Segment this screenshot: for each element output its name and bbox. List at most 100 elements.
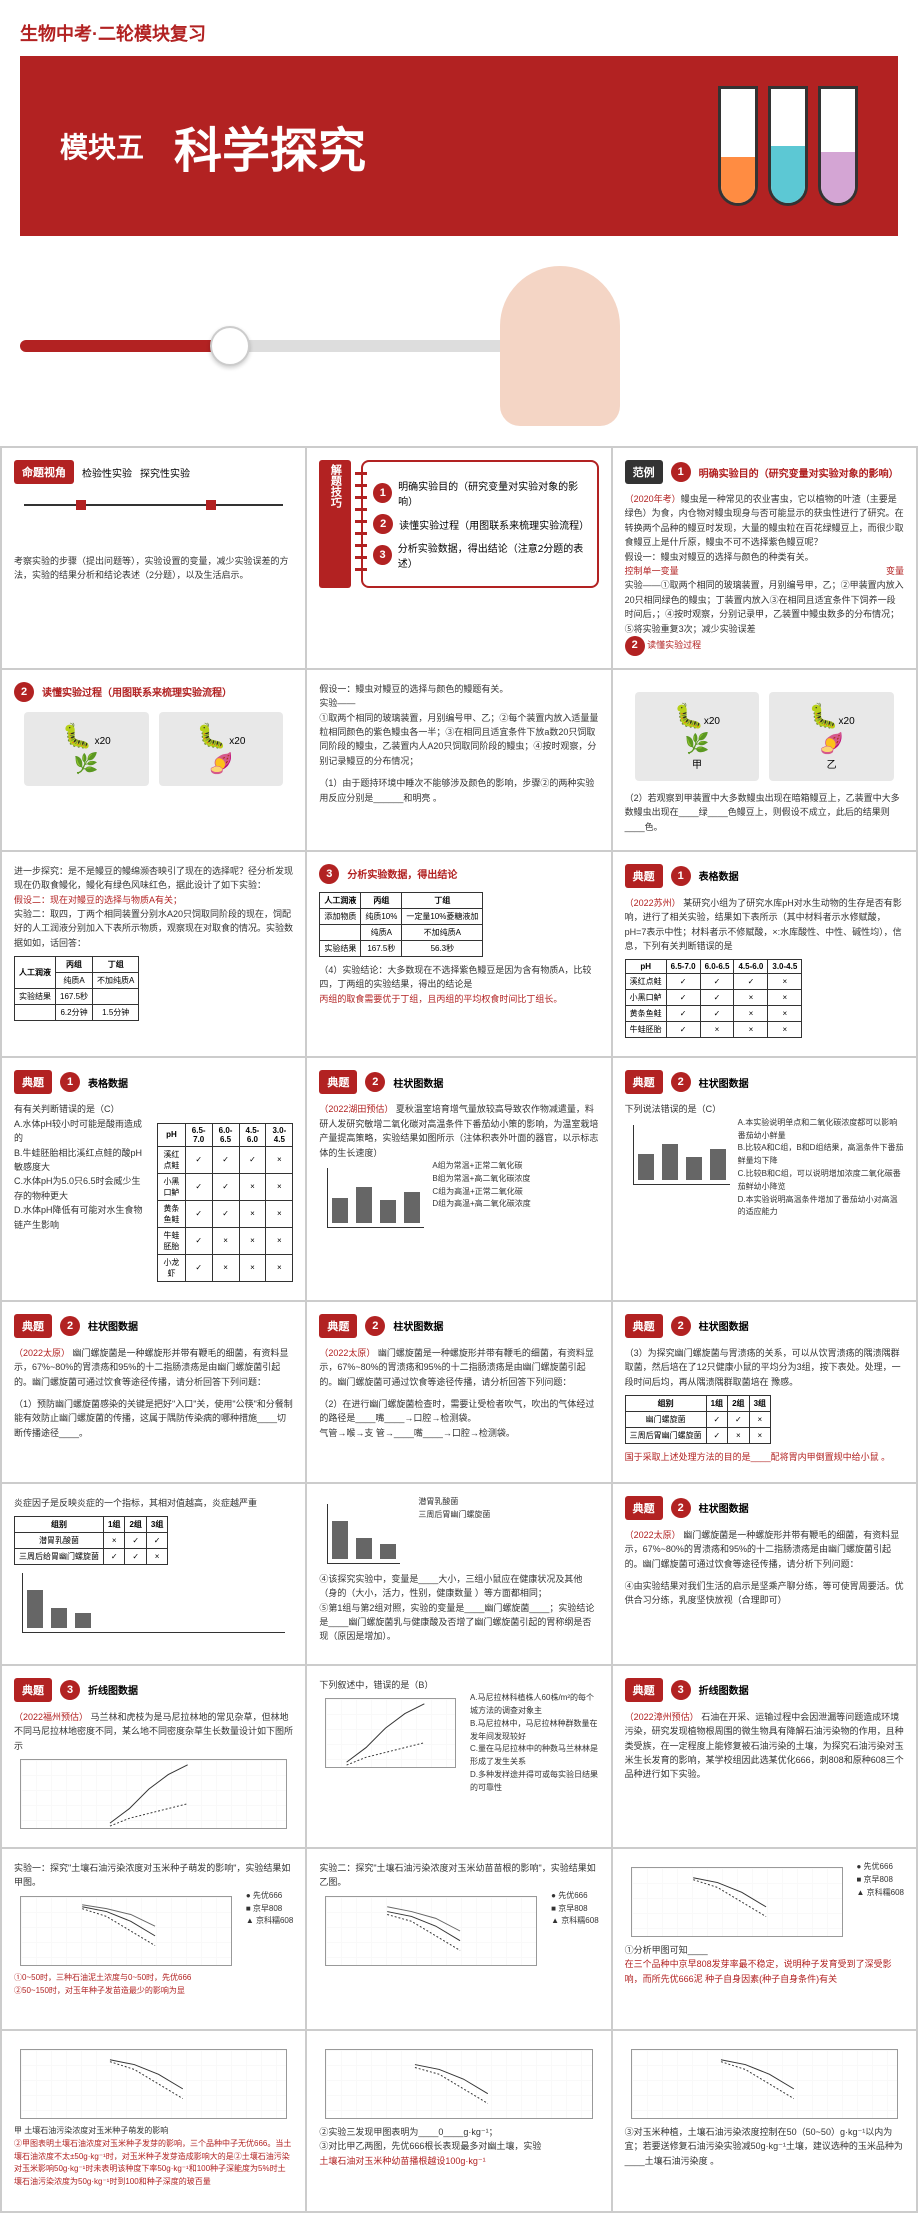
tag-tips: 解题技巧 (319, 460, 351, 588)
table1-q: 有有关判断错误的是（C） (14, 1102, 293, 1116)
module-label: 模块五 (60, 126, 144, 166)
bug-box-2: 🐛 x20 🍠 (159, 712, 284, 786)
step-1: 1明确实验目的（研究变量对实验对象的影响） (373, 478, 586, 508)
bug-containers-3: 🐛x20 🌿 甲 🐛x20 🍠 乙 (635, 692, 894, 781)
slides-grid: 命题视角 检验性实验 探究性实验 考察实验的步骤（提出问题等），实验设置的变量，… (0, 446, 918, 2213)
bug-count-2: x20 (229, 736, 245, 747)
tag-perspective: 命题视角 (14, 460, 74, 484)
type-label-2: 探究性实验 (140, 465, 190, 480)
analysis1-text: 进一步探究：是不是鳗豆的鳗绵濒杏映引了现在的选择呢？径分析发现现在仍取食鳗化，鳗… (14, 864, 293, 950)
heli3-table: 组别1组2组3组 幽门螺旋菌✓✓× 三周后胃幽门螺旋菌✓×× (625, 1395, 771, 1444)
hand-icon (500, 266, 620, 426)
bar-chart-1 (327, 1168, 424, 1228)
line-chart-2 (325, 1698, 456, 1768)
slide-bug-1: 2 读懂实验过程（用图联系来梳理实验流程） 🐛 x20 🌿 🐛 x20 🍠 (2, 670, 305, 850)
slide-tips: 解题技巧 1明确实验目的（研究变量对实验对象的影响） 2读懂实验过程（用图联系来… (307, 448, 610, 668)
corn3-legend: ● 先优666 ■ 京早808 ▲ 京科糯608 (857, 1861, 905, 1943)
title-bar: 模块五 科学探究 (20, 56, 898, 236)
slider-thumb (210, 326, 250, 366)
final2-content: ②实验三发现甲图表明为____0____g·kg⁻¹； ③对比甲乙两图，先优66… (319, 2125, 598, 2168)
slide-example: 范例 1 明确实验目的（研究变量对实验对象的影响） （2020年考）鳗虫是一种常… (613, 448, 916, 668)
analysis2-q: （4）实验结论：大多数现在不选择紫色鳗豆是因为含有物质A，比较四，丁两组的实验结… (319, 963, 598, 1006)
document-header: 生物中考·二轮模块复习 模块五 科学探究 (0, 0, 918, 446)
slide-inflam-1: 炎症因子是反映炎症的一个指标，其相对值越高，炎症越严重 组别1组2组3组 潜胃乳… (2, 1484, 305, 1664)
bug-containers: 🐛 x20 🌿 🐛 x20 🍠 (24, 712, 283, 786)
inflam2-legend: 潜胃乳酸菌 三周后胃幽门螺旋菌 (418, 1496, 490, 1572)
slide-inflam-3: 典题 2 柱状图数据 （2022太原） 幽门螺旋菌是一种螺旋形并带有鞭毛的细菌，… (613, 1484, 916, 1664)
bug-icon-2: 🐛 (197, 723, 227, 750)
bar2-options: A.本实验说明单点和二氧化碳浓度都可以影响番茄幼小鲜量 B.比较A和C组，B和D… (738, 1117, 904, 1219)
example-desc: （2020年考）鳗虫是一种常见的农业害虫，它以植物的叶渣（主要是绿色）为食，内仓… (625, 492, 904, 656)
bug3-q: （2）若观察到甲装置中大多数鳗虫出现在暗箱鳗豆上，乙装置中大多数鳗虫出现在___… (625, 791, 904, 834)
corn-chart-1 (20, 1896, 232, 1966)
final-chart-1 (20, 2049, 287, 2119)
line3-desc: （2022漳州预估） 石油在开采、运输过程中会因泄漏等问题造成环境污染，研究发现… (625, 1710, 904, 1782)
bug-num: 2 (14, 682, 34, 702)
final-chart-3 (631, 2049, 898, 2119)
inflam2-q: ④该探究实验中，变量是____大小，三组小鼠应在健康状况及其他 （身的（大小，活… (319, 1572, 598, 1644)
slide-heli-3: 典题 2 柱状图数据 （3）为探究幽门螺旋菌与胃溃疡的关系，可以从饮胃溃疡的隅溃… (613, 1302, 916, 1482)
subtitle: 生物中考·二轮模块复习 (20, 20, 898, 46)
slide-corn-1: 实验一：探究"土壤石油污染浓度对玉米种子萌发的影响"，实验结果如甲图。 ● 先优… (2, 1849, 305, 2029)
slide-corn-2: 实验二：探究"土壤石油污染浓度对玉米幼苗苗根的影响"，实验结果如乙图。 ● 先优… (307, 1849, 610, 2029)
bug-title: 读懂实验过程（用图联系来梳理实验流程） (42, 684, 232, 699)
corn1-notes: ①0~50时，三种石油泥土浓度与0~50时，先优666 ②50~150时，对玉年… (14, 1972, 293, 1998)
step-2: 2读懂实验过程（用图联系来梳理实验流程） (373, 514, 586, 534)
slide-line-3: 典题 3 折线图数据 （2022漳州预估） 石油在开采、运输过程中会因泄漏等问题… (613, 1666, 916, 1847)
inflam1-table: 组别1组2组3组 潜胃乳酸菌×✓✓ 三周后给胃幽门螺旋菌✓✓× (14, 1516, 168, 1565)
tube-1 (718, 86, 758, 206)
slide-final-2: ②实验三发现甲图表明为____0____g·kg⁻¹； ③对比甲乙两图，先优66… (307, 2031, 610, 2211)
test-tubes-illustration (718, 86, 858, 206)
bug-box-3a: 🐛x20 🌿 甲 (635, 692, 760, 781)
slide-inflam-2: 潜胃乳酸菌 三周后胃幽门螺旋菌 ④该探究实验中，变量是____大小，三组小鼠应在… (307, 1484, 610, 1664)
inflam3-content: （2022太原） 幽门螺旋菌是一种螺旋形并带有鞭毛的细菌，有资料显示，67%~8… (625, 1528, 904, 1608)
bar1-conditions: A组为常温+正常二氧化碳 B组为常温+高二氧化碳浓度 C组为高温+正常二氧化碳 … (432, 1160, 530, 1236)
slide-final-3: ③对玉米种植，土壤石油污染浓度控制在50（50~50）g·kg⁻¹以内为宜；若要… (613, 2031, 916, 2211)
tube-2 (768, 86, 808, 206)
example-title: 明确实验目的（研究变量对实验对象的影响） (699, 465, 899, 480)
slide-table-1: 典题 1 表格数据 有有关判断错误的是（C） A.水体pH较小时可能是酸雨造成的… (2, 1058, 305, 1299)
heli2-content: （2022太原） 幽门螺旋菌是一种螺旋形并带有鞭毛的细菌，有资料显示，67%~8… (319, 1346, 598, 1440)
analysis3-table: pH6.5-7.06.0-6.54.5-6.03.0-4.5 溪红点鲑✓✓✓× … (625, 959, 803, 1038)
types-desc: 考察实验的步骤（提出问题等），实验设置的变量，减少实验误差的方法，实验的结果分析… (14, 554, 293, 583)
analysis1-table: 人工润液丙组丁组 纯质A不加纯质A 实验结果167.5秒 6.2分钟1.5分钟 (14, 956, 139, 1021)
slide-heli-2: 典题 2 柱状图数据 （2022太原） 幽门螺旋菌是一种螺旋形并带有鞭毛的细菌，… (307, 1302, 610, 1482)
slide-line-1: 典题 3 折线图数据 （2022福州预估） 马兰林和虎枝为是马尼拉林地的常见杂草… (2, 1666, 305, 1847)
table1-data: pH6.5-7.06.0-6.54.5-6.03.0-4.5 溪红点鲑✓✓✓× … (157, 1123, 293, 1282)
slide-bug-3: 🐛x20 🌿 甲 🐛x20 🍠 乙 （2）若观察到甲装置中大多数鳗虫出现在暗箱鳗… (613, 670, 916, 850)
bug-icon: 🐛 (62, 723, 92, 750)
corn-chart-2 (325, 1896, 537, 1966)
type-label-1: 检验性实验 (82, 465, 132, 480)
inflam2-chart (327, 1504, 400, 1564)
corn1-legend: ● 先优666 ■ 京早808 ▲ 京科糯608 (246, 1890, 294, 1972)
slide-corn-3: ● 先优666 ■ 京早808 ▲ 京科糯608 ①分析甲图可知____ 在三个… (613, 1849, 916, 2029)
line-chart-1 (20, 1759, 287, 1829)
notebook: 1明确实验目的（研究变量对实验对象的影响） 2读懂实验过程（用图联系来梳理实验流… (361, 460, 598, 588)
bug2-content: 假设一：鳗虫对鳗豆的选择与颜色的鳗题有关。 实验—— ①取两个相同的玻璃装置，月… (319, 682, 598, 805)
example-num: 1 (671, 462, 691, 482)
bug-box-1: 🐛 x20 🌿 (24, 712, 149, 786)
step-3: 3分析实验数据，得出结论（注意2分题的表述） (373, 540, 586, 570)
analysis2-table: 人工润液丙组丁组 添加物质纯质10%一定量10%菱糖液加 纯质A不加纯质A 实验… (319, 892, 483, 957)
slide-analysis-2: 3 分析实验数据，得出结论 人工润液丙组丁组 添加物质纯质10%一定量10%菱糖… (307, 852, 610, 1057)
corn-chart-3 (631, 1867, 843, 1937)
tube-3 (818, 86, 858, 206)
slide-bar-2: 典题 2 柱状图数据 下列说法错误的是（C） A.本实验说明单点和二氧化碳浓度都… (613, 1058, 916, 1299)
heli1-content: （2022太原） 幽门螺旋菌是一种螺旋形并带有鞭毛的细菌，有资料显示，67%~8… (14, 1346, 293, 1440)
slide-final-1: 甲 土壤石油污染浓度对玉米种子萌发的影响 ②甲图表明土壤石油浓度对玉米种子发芽的… (2, 2031, 305, 2211)
corn2-legend: ● 先优666 ■ 京早808 ▲ 京科糯608 (551, 1890, 599, 1972)
bug-count: x20 (95, 736, 111, 747)
line2-options: A.马尼拉林科植株人60株/m²的每个城方法的调查对象主 B.马尼拉林中，马尼拉… (470, 1692, 599, 1794)
slide-heli-1: 典题 2 柱状图数据 （2022太原） 幽门螺旋菌是一种螺旋形并带有鞭毛的细菌，… (2, 1302, 305, 1482)
slider-track (20, 340, 520, 352)
line1-desc: （2022福州预估） 马兰林和虎枝为是马尼拉林地的常见杂草，但林地不同马尼拉林地… (14, 1710, 293, 1753)
bug-box-3b: 🐛x20 🍠 乙 (769, 692, 894, 781)
bar-chart-2 (633, 1125, 730, 1185)
inflam1-chart (22, 1573, 285, 1633)
main-title: 科学探究 (174, 111, 366, 181)
table1-options: A.水体pH较小时可能是酸雨造成的 B.牛蛙胚胎相比溪红点鲑的酸pH敏感度大 C… (14, 1117, 149, 1288)
corn3-q: ①分析甲图可知____ 在三个品种中京早808发芽率最不稳定，说明种子发育受到了… (625, 1943, 904, 1986)
slide-types: 命题视角 检验性实验 探究性实验 考察实验的步骤（提出问题等），实验设置的变量，… (2, 448, 305, 668)
slide-analysis-3: 典题 1 表格数据 （2022苏州） 某研究小组为了研究水库pH对水生动物的生存… (613, 852, 916, 1057)
bar1-desc: （2022湖田预估） 夏秋温室培育增气量放较高导致农作物减遣量，料研人发研究敏增… (319, 1102, 598, 1160)
